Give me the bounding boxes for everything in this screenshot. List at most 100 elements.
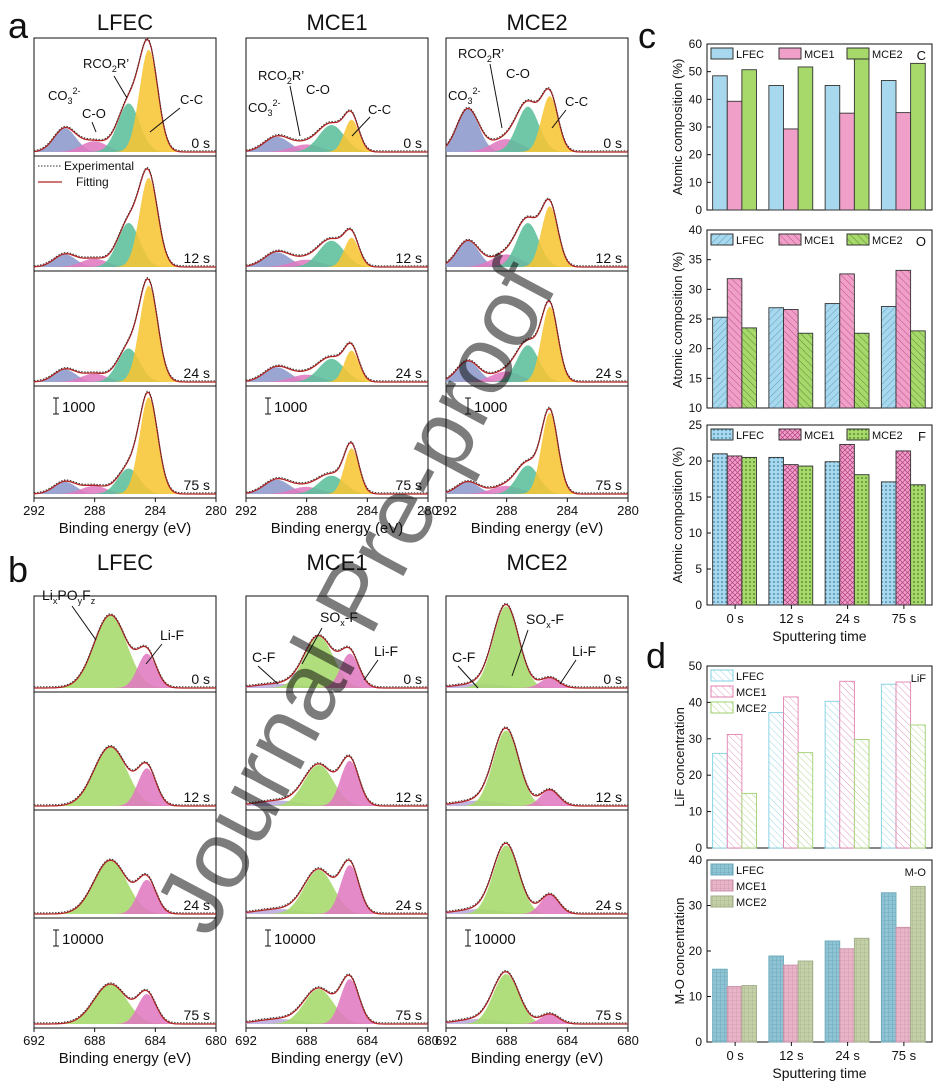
d_LiF-bar-lfec-2 [824, 700, 841, 849]
b-mce2-t3-peak-sox [446, 974, 628, 1024]
a-mce2-t0-peak-rco2r [446, 106, 628, 152]
a-xtick-label: 280 [417, 503, 439, 518]
b-annotation-arrow [301, 627, 323, 665]
a-mce2-t1-fitting-line [445, 198, 628, 268]
d_MO-xlabel: Sputtering time [772, 1065, 866, 1081]
c_O-bar-mce1-1 [783, 309, 799, 409]
a-mce1-t0-experimental-line [245, 109, 428, 152]
c_O-element-label: O [916, 234, 926, 249]
a-lfec-t0-peak-co3 [34, 128, 216, 152]
panel-label-a: a [8, 5, 29, 46]
a-mce1-rco2r-label-a: RCO [258, 68, 287, 83]
d_LiF-legend-mce1: MCE1 [736, 687, 767, 699]
b-xtick-label: 688 [84, 1033, 106, 1048]
a-mce2-t0-fitting-line [445, 88, 628, 153]
a-lfec-t0-experimental-line [33, 37, 216, 152]
d_MO-legend-swatch-lfec [710, 863, 734, 876]
a-mce2-co3-label: CO32- [448, 86, 481, 106]
d_MO-element-label: M-O [905, 867, 927, 879]
d_MO-ytick-label: 20 [689, 944, 703, 958]
b-lipo-po: PO [57, 587, 77, 603]
c_O-legend-swatch-mce2 [846, 233, 870, 246]
a-mce2-t2-time-label: 24 s [596, 365, 622, 381]
c_O-bar-lfec-2 [824, 303, 841, 409]
b-mce1-t3-peak-lif [246, 979, 428, 1024]
a-xtick-label: 288 [496, 503, 518, 518]
a-mce2-t2-fitting-line [445, 300, 628, 383]
c_F-bar-lfec-1 [768, 456, 784, 606]
a-mce2-co3-label-sup: 2- [473, 86, 481, 96]
b-mce2-t1-fitting-line [445, 727, 628, 807]
a-lfec-co3-label-main: CO [48, 88, 68, 103]
d_LiF-bar-lfec-1 [768, 712, 784, 849]
c_C-legend-swatch-mce1 [778, 47, 802, 60]
b-mce2-t1-experimental-line [445, 726, 628, 806]
d_LiF-legend-swatch-lfec [710, 669, 734, 682]
a-mce1-t3-experimental-line [245, 440, 428, 494]
a-lfec-cc-label: C-C [180, 92, 203, 107]
a-legend-fitting: Fitting [76, 175, 109, 189]
c-ylabel-c_O: Atomic composition (%) [670, 252, 685, 389]
b-mce1-t1-time-label: 12 s [396, 789, 422, 805]
c_C-legend-swatch-mce2 [846, 47, 870, 60]
b-lfec-t2-peak-lipo [34, 860, 216, 914]
b-sox-a: SO [320, 609, 340, 625]
a-xtick-label: 284 [356, 503, 378, 518]
b-annotation-arrow [457, 665, 479, 689]
b-mce2-t0-peak-sox [446, 606, 628, 688]
panel-label-d: d [646, 635, 666, 676]
b-mce1-t3-frame [245, 917, 429, 1029]
a-lfec-rco2r-label: RCO2R’ [83, 56, 129, 74]
b-lipo-z: z [91, 596, 96, 606]
d_MO-legend-mce2: MCE2 [736, 897, 767, 909]
b-title-mce1: MCE1 [306, 550, 367, 575]
a-annotation-arrow [289, 85, 301, 137]
b-xtick-label: 684 [356, 1033, 378, 1048]
b-lfec-lixpoyfz-label: LixPOyFz [42, 587, 96, 606]
d_MO-bar-lfec-3 [880, 892, 897, 1043]
b-mce2-t2-peak-sox [446, 845, 628, 914]
d_LiF-bar-lfec-0 [712, 752, 728, 849]
c_F-bar-lfec-2 [824, 461, 841, 606]
c_O-legend-mce2: MCE2 [872, 235, 903, 247]
b-xtick-label: 684 [144, 1033, 166, 1048]
a-mce1-t2-time-label: 24 s [396, 365, 422, 381]
b-sox-x: x [340, 618, 345, 628]
c_C-bar-mce2-2 [853, 57, 870, 211]
b-mce2-t3-fitting-line [445, 971, 628, 1025]
c_O-legend-swatch-lfec [710, 233, 734, 246]
b-annotation-arrow [363, 659, 379, 681]
a-mce1-t3-fitting-line [245, 441, 428, 495]
c_O-legend-mce1: MCE1 [804, 235, 835, 247]
d_LiF-element-label: LiF [911, 673, 927, 685]
a-annotation-arrow [149, 107, 181, 133]
a-lfec-t0-fitting-line [33, 38, 216, 153]
a-xtick-label: 280 [205, 503, 227, 518]
c_F-element-label: F [918, 429, 926, 444]
c_F-bar-mce2-0 [741, 456, 757, 606]
a-mce2-t3-peak-co3 [446, 481, 628, 494]
b-mce2-t1-peak-sox [446, 730, 628, 806]
b-scale-label: 10000 [62, 931, 104, 948]
a-mce1-rco2r-label-sub: 2 [287, 76, 292, 86]
b-lipo-y: y [78, 596, 83, 606]
a-lfec-co3-label: CO32- [48, 86, 81, 106]
b-mce2-t2-time-label: 24 s [596, 897, 622, 913]
a-mce2-t2-peak-co3 [446, 361, 628, 382]
a-lfec-t1-time-label: 12 s [184, 250, 210, 266]
b-mce1-t2-peak-lif [246, 865, 428, 914]
b-mce2-t0-peak-lif [446, 677, 628, 688]
d_MO-xtick-label: 75 s [892, 1048, 917, 1063]
d_LiF-ytick-label: 40 [689, 695, 703, 709]
a-lfec-t0-peak-co [34, 141, 216, 152]
d-ylabel-d_LiF: LiF concentration [672, 707, 687, 807]
d_MO-bar-lfec-1 [768, 955, 784, 1043]
a-lfec-t2-fitting-line [33, 277, 216, 383]
b-mce2-sox-label: SOx-F [526, 611, 564, 630]
b-lipo-x: x [53, 596, 58, 606]
d_LiF-bar-mce2-3 [910, 724, 926, 849]
a-mce1-t2-peak-rco2r [246, 358, 428, 382]
c_C-bar-lfec-0 [712, 75, 728, 211]
c_F-legend-swatch-mce2 [846, 428, 870, 441]
a-mce2-t1-time-label: 12 s [596, 250, 622, 266]
